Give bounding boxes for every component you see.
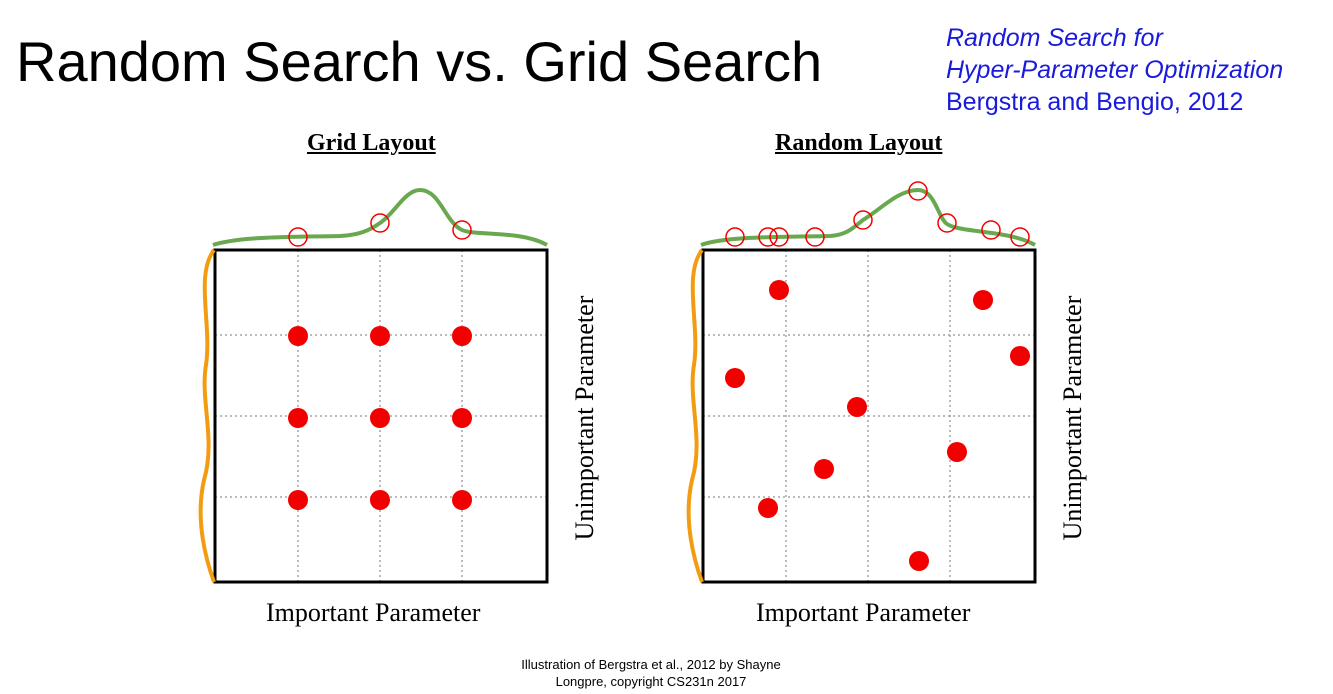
illustration-credit: Illustration of Bergstra et al., 2012 by…: [470, 656, 832, 690]
random-projection-marker: [758, 227, 778, 247]
random-sample-points: [725, 280, 1030, 571]
random-projection-marker: [937, 213, 957, 233]
random-sample-point: [769, 280, 789, 300]
random-projection-marker: [1010, 227, 1030, 247]
grid-importance-curve: [212, 187, 548, 247]
grid-x-axis-label: Important Parameter: [266, 598, 481, 627]
credit-line-1: Illustration of Bergstra et al., 2012 by…: [521, 657, 781, 672]
random-panel-frame: [701, 248, 1037, 584]
grid-sample-point: [452, 408, 472, 428]
random-projection-marker: [805, 227, 825, 247]
random-sample-point: [1010, 346, 1030, 366]
random-sample-point: [758, 498, 778, 518]
reference-line-1: Random Search for: [946, 24, 1163, 52]
random-x-axis-label: Important Parameter: [756, 598, 971, 627]
grid-projection-marker: [452, 220, 472, 240]
random-projection-marker: [908, 181, 928, 201]
grid-sample-point: [370, 326, 390, 346]
random-panel-gridlines: [703, 250, 1035, 582]
grid-sample-point: [288, 408, 308, 428]
grid-projection-marker: [288, 227, 308, 247]
grid-sample-point: [288, 490, 308, 510]
random-panel: [686, 181, 1037, 584]
reference-citation: Random Search for Hyper-Parameter Optimi…: [946, 22, 1283, 118]
random-unimportance-curve: [686, 248, 704, 583]
random-layout-title: Random Layout: [775, 130, 943, 156]
random-projection-marker: [853, 210, 873, 230]
grid-sample-point: [370, 408, 390, 428]
random-sample-point: [725, 368, 745, 388]
grid-projection-marker: [370, 213, 390, 233]
grid-sample-point: [370, 490, 390, 510]
random-projection-marker: [981, 220, 1001, 240]
random-projection-markers: [725, 181, 1030, 247]
slide-title: Random Search vs. Grid Search: [16, 30, 823, 93]
grid-sample-point: [452, 490, 472, 510]
reference-line-2: Hyper-Parameter Optimization: [946, 56, 1284, 84]
random-sample-point: [909, 551, 929, 571]
random-projection-marker: [725, 227, 745, 247]
random-sample-point: [847, 397, 867, 417]
grid-projection-markers: [288, 213, 472, 247]
random-sample-point: [973, 290, 993, 310]
reference-line-3: Bergstra and Bengio, 2012: [946, 88, 1244, 116]
random-projection-marker: [769, 227, 789, 247]
random-y-axis-label: Unimportant Parameter: [1058, 295, 1087, 541]
random-sample-point: [947, 442, 967, 462]
grid-panel-frame: [213, 248, 549, 584]
grid-sample-points: [288, 326, 472, 510]
grid-unimportance-curve: [198, 248, 216, 583]
grid-panel: [198, 187, 549, 584]
grid-layout-title: Grid Layout: [307, 130, 436, 156]
grid-sample-point: [288, 326, 308, 346]
credit-line-2: Longpre, copyright CS231n 2017: [555, 674, 747, 689]
random-sample-point: [814, 459, 834, 479]
grid-sample-point: [452, 326, 472, 346]
grid-y-axis-label: Unimportant Parameter: [570, 295, 599, 541]
